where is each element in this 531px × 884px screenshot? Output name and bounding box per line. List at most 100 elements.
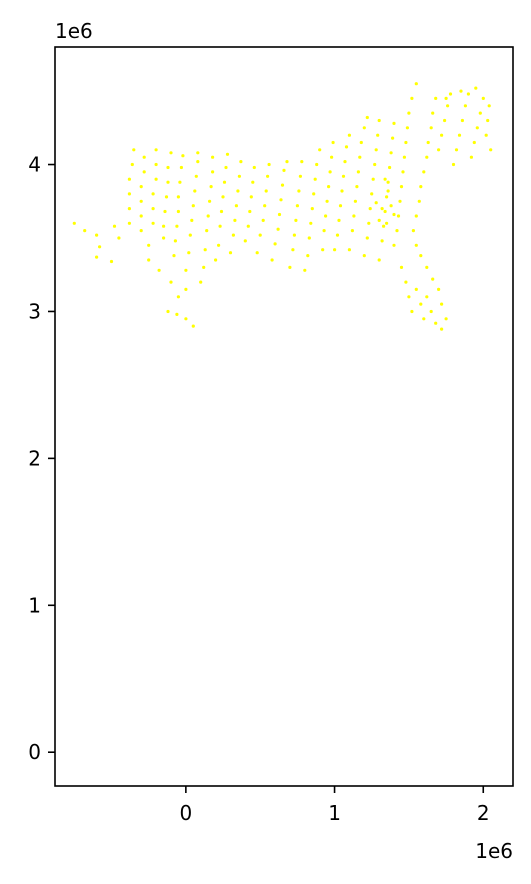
data-point xyxy=(162,224,166,228)
data-point xyxy=(407,111,411,115)
data-point xyxy=(391,136,395,140)
data-point xyxy=(376,133,380,137)
data-point xyxy=(426,140,430,145)
data-point xyxy=(303,268,307,272)
data-point xyxy=(270,258,274,262)
data-point xyxy=(279,198,283,202)
data-point xyxy=(460,118,464,123)
data-point xyxy=(410,96,414,100)
data-point xyxy=(422,170,426,174)
data-point xyxy=(399,265,404,269)
data-point xyxy=(112,224,117,228)
data-point xyxy=(388,165,392,170)
data-point xyxy=(225,152,230,156)
data-point xyxy=(109,259,114,264)
data-point xyxy=(142,170,146,174)
data-point xyxy=(371,177,375,181)
data-point xyxy=(414,243,418,247)
data-point xyxy=(358,155,362,159)
data-point xyxy=(209,185,213,189)
y-axis: 0 1 2 3 4 xyxy=(28,153,55,764)
data-point xyxy=(117,236,121,240)
x-tick-label: 2 xyxy=(477,801,490,825)
data-point xyxy=(139,185,143,189)
data-point xyxy=(431,277,435,281)
data-point xyxy=(382,224,386,228)
data-point xyxy=(166,309,170,314)
data-point xyxy=(147,258,151,262)
data-point xyxy=(172,254,176,258)
data-point xyxy=(417,199,421,203)
data-point xyxy=(297,189,301,193)
data-point xyxy=(310,207,314,211)
data-point xyxy=(163,209,167,214)
data-point xyxy=(386,180,390,184)
data-point xyxy=(234,204,238,208)
data-point xyxy=(322,229,326,233)
data-point xyxy=(472,140,476,145)
data-point xyxy=(383,177,387,181)
data-point xyxy=(340,189,344,193)
data-point xyxy=(392,243,396,247)
data-point xyxy=(72,221,76,225)
y-tick-label: 2 xyxy=(28,446,41,470)
data-point xyxy=(309,221,313,225)
data-point xyxy=(321,248,325,252)
data-point xyxy=(419,185,423,189)
data-point xyxy=(151,192,155,196)
data-point xyxy=(188,233,192,237)
data-point xyxy=(446,104,450,108)
data-point xyxy=(246,224,250,228)
data-point xyxy=(181,154,185,158)
data-point xyxy=(402,155,406,159)
data-point xyxy=(273,242,277,246)
data-point xyxy=(184,317,188,321)
data-point xyxy=(127,192,131,196)
data-point xyxy=(191,204,195,208)
data-point xyxy=(422,317,426,321)
data-point xyxy=(196,151,200,155)
data-point xyxy=(132,148,136,152)
data-point xyxy=(377,218,381,222)
data-point xyxy=(217,243,221,247)
data-point xyxy=(264,189,268,193)
data-point xyxy=(437,148,441,152)
data-point xyxy=(285,160,289,164)
data-point xyxy=(429,309,433,314)
data-point xyxy=(338,204,343,208)
data-point xyxy=(353,199,357,203)
data-point xyxy=(202,265,206,269)
data-point xyxy=(414,214,418,218)
data-point xyxy=(288,265,292,269)
data-point xyxy=(399,185,404,189)
data-point xyxy=(341,174,346,178)
data-point xyxy=(176,209,180,214)
data-point xyxy=(178,180,182,184)
data-point xyxy=(429,126,433,130)
data-point xyxy=(208,199,212,203)
data-point xyxy=(440,133,444,137)
data-point xyxy=(385,221,389,225)
data-point xyxy=(292,233,296,237)
data-point xyxy=(367,221,371,225)
data-point xyxy=(374,148,378,152)
data-point xyxy=(294,218,298,222)
data-point xyxy=(434,321,438,325)
data-point xyxy=(459,89,463,93)
data-point xyxy=(298,174,302,178)
data-point xyxy=(365,236,369,240)
data-point xyxy=(443,118,447,123)
data-point xyxy=(407,295,411,299)
data-point xyxy=(173,239,177,243)
x-axis: 0 1 2 xyxy=(179,786,490,825)
data-point xyxy=(327,185,331,189)
data-point xyxy=(431,111,435,115)
data-point xyxy=(487,104,491,108)
data-point xyxy=(237,174,241,178)
data-point xyxy=(252,165,256,170)
data-point xyxy=(164,195,169,199)
data-point xyxy=(203,248,207,252)
data-point xyxy=(444,96,448,100)
data-point xyxy=(489,148,493,152)
y-offset-label: 1e6 xyxy=(55,19,93,43)
